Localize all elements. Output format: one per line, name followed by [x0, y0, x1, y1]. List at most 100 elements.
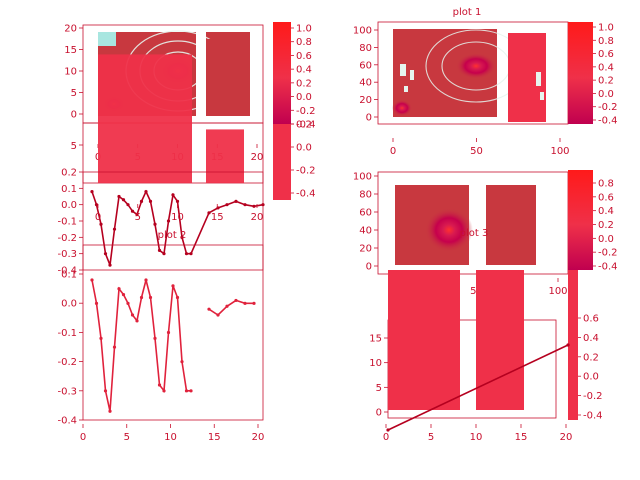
x-ticks-bottom-right: 0 5 10 15 20	[383, 424, 573, 443]
bl-line-point	[171, 284, 175, 288]
bl-y-tick-label: -0.1	[57, 328, 77, 339]
lt-x-tick-label: 0	[95, 212, 101, 223]
tl-line-point	[139, 199, 144, 203]
cbar-tr-tick-label: 0.4	[598, 62, 614, 73]
x-ticks-line-top: 0 5 10 15 20	[95, 204, 264, 223]
lt-y-tick-label: 0.1	[61, 184, 77, 195]
br-x-tick-label: 15	[515, 432, 528, 443]
tl-line-point	[94, 203, 99, 207]
y-ticks-top-left: 20 15 10 5 0	[64, 24, 83, 121]
bottom-right-bar-1	[388, 270, 460, 410]
tr-y-tick-label: 20	[359, 95, 372, 106]
bl-line-point	[112, 345, 117, 349]
bl-line-point	[94, 301, 99, 305]
br-line-series-0	[387, 344, 569, 431]
cbar-tl2-tick-label: -0.4	[296, 189, 316, 200]
tl-line-point	[261, 203, 265, 207]
lt-y-tick-label: -0.1	[57, 217, 77, 228]
lt-x-tick-label: 15	[211, 212, 224, 223]
tl-line-point	[112, 227, 117, 231]
cbar-mr-tick-label: 0.6	[598, 192, 614, 203]
bl-line-point	[99, 336, 103, 340]
lt-y-tick-label: -0.4	[57, 266, 77, 277]
tl-line-point	[148, 199, 153, 203]
tl-line-point	[108, 263, 112, 267]
lt-x-tick-label: 5	[135, 212, 141, 223]
panel-top-right: plot 1 100 80 60 40 20 0 0 50 100	[353, 7, 570, 157]
lt-x-tick-label: 20	[251, 212, 264, 223]
tl-line-point	[117, 194, 121, 199]
cbar-tl2-tick-label: 0.2	[296, 120, 312, 131]
cbar-mr-tick-label: 0.8	[598, 179, 614, 190]
bl-x-tick-label: 10	[164, 432, 177, 443]
cbar-br-tick-label: -0.4	[583, 411, 603, 422]
panel-top-left-line: 0.2 0.1 0.0 -0.1 -0.2 -0.3 -0.4 0 5 10 15 20	[57, 168, 265, 277]
tl-line-point	[184, 252, 189, 256]
tr-y-tick-label: 40	[359, 78, 372, 89]
tl-y-tick-label: 0	[71, 110, 77, 121]
plot1-cold-spot	[392, 100, 412, 116]
tr-y-tick-label: 100	[353, 26, 372, 37]
tr-y-tick-label: 80	[359, 43, 372, 54]
bl-line-point	[234, 298, 238, 303]
bl-line-point	[139, 295, 144, 300]
tl-line-point	[153, 222, 157, 226]
bl-line-point	[121, 292, 126, 297]
cbar-mr-tick-label: -0.2	[598, 248, 618, 259]
line-series-bottom-right	[386, 343, 570, 432]
bl-line-point	[126, 301, 130, 305]
br-y-tick-label: 10	[369, 358, 382, 369]
cbar-tl2-tick-label: 0.0	[296, 143, 312, 154]
tl-line-point	[103, 252, 108, 256]
br-x-tick-label: 20	[560, 432, 573, 443]
bar-2	[206, 129, 244, 183]
cbar-mr-tick-label: 0.0	[598, 234, 614, 245]
bl-line-point	[175, 295, 180, 300]
cbar-tl-tick-label: 0.2	[296, 78, 312, 89]
cbar-tl-tick-label: -0.4	[296, 120, 316, 131]
br-x-tick-label: 0	[383, 432, 389, 443]
tl-line-point	[189, 252, 193, 256]
colorbar-plot1-ticks: 1.0 0.8 0.6 0.4 0.2 0.0 -0.2 -0.4	[593, 23, 618, 127]
bl-y-tick-label: 0.0	[61, 299, 77, 310]
tr-y-tick-label: 60	[359, 60, 372, 71]
bl-line-point	[184, 389, 189, 393]
lt-y-tick-label: -0.2	[57, 233, 77, 244]
tl-line-point	[180, 235, 184, 239]
tl-line-point	[166, 219, 171, 223]
bl-line-point	[144, 278, 148, 282]
br-y-tick-label: 15	[369, 334, 382, 345]
bl-line-point	[243, 301, 247, 305]
cbar-tr-tick-label: 1.0	[598, 23, 614, 34]
bl-x-tick-label: 5	[124, 432, 130, 443]
tl-line-point	[171, 193, 175, 197]
tl-y-tick-label: 10	[64, 67, 77, 78]
cbar-tl-tick-label: 0.8	[296, 37, 312, 48]
colorbar-plot3-bar	[568, 170, 593, 270]
cbar-tr-tick-label: 0.0	[598, 89, 614, 100]
tr-x-tick-label: 100	[550, 146, 569, 157]
colorbar-plot3: 0.8 0.6 0.4 0.2 0.0 -0.2 -0.4 0.6 0.4 0.2 0.0 -0.2…	[568, 170, 618, 422]
bl-line-point	[189, 389, 193, 393]
panel-top-left-bars: 5	[71, 54, 264, 184]
bl-line-point	[148, 295, 153, 300]
tl-line-point	[144, 190, 148, 194]
tl-line-point	[90, 190, 94, 194]
y-ticks-bottom-right: 15 10 5 0	[369, 334, 388, 419]
bars-y-tick-label: 5	[71, 141, 77, 152]
tl-line-point	[234, 199, 238, 203]
bl-y-tick-label: -0.3	[57, 386, 77, 397]
bl-line-point	[90, 278, 94, 282]
colorbar-plot3-lower	[568, 270, 578, 420]
heatmap-cyan-corner	[98, 32, 116, 46]
mr-x-tick-label: 100	[548, 286, 567, 297]
plot1-specks	[400, 64, 544, 100]
tl-line-point	[157, 248, 162, 252]
mr-y-tick-label: 100	[353, 172, 372, 183]
bl-line-point	[103, 389, 108, 393]
colorbar-bottom-right-ticks: 0.6 0.4 0.2 0.0 -0.2 -0.4	[578, 314, 603, 422]
heatmap-right-block	[206, 39, 244, 116]
plot1-title: plot 1	[453, 7, 482, 18]
cbar-tl-tick-label: -0.2	[296, 106, 316, 117]
